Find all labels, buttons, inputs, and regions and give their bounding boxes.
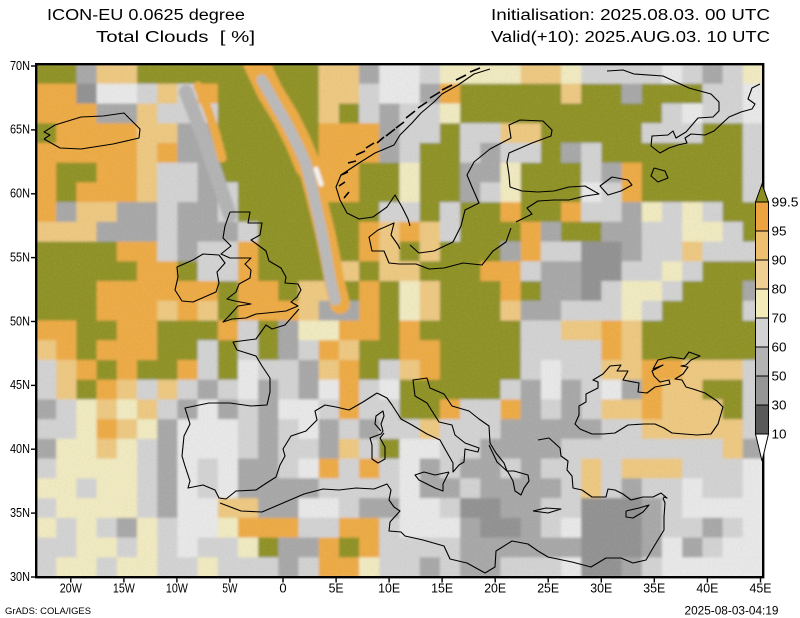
svg-text:45N: 45N: [10, 377, 30, 392]
svg-text:30N: 30N: [10, 569, 30, 584]
svg-text:90: 90: [772, 253, 787, 268]
svg-text:70: 70: [772, 311, 787, 326]
svg-text:35N: 35N: [10, 505, 30, 520]
svg-text:60: 60: [772, 340, 787, 355]
svg-text:45E: 45E: [750, 581, 772, 596]
svg-text:35E: 35E: [643, 581, 665, 596]
svg-text:5E: 5E: [329, 581, 344, 596]
svg-text:15E: 15E: [431, 581, 453, 596]
svg-text:20W: 20W: [60, 581, 83, 596]
svg-text:95: 95: [772, 224, 787, 239]
svg-text:GrADS: COLA/IGES: GrADS: COLA/IGES: [5, 606, 91, 617]
svg-text:10W: 10W: [166, 581, 189, 596]
svg-text:40E: 40E: [696, 581, 718, 596]
svg-text:5W: 5W: [222, 581, 238, 596]
svg-text:80: 80: [772, 282, 787, 297]
svg-text:70N: 70N: [10, 58, 30, 73]
svg-text:15W: 15W: [113, 581, 136, 596]
svg-text:25E: 25E: [537, 581, 559, 596]
svg-text:30E: 30E: [590, 581, 612, 596]
svg-text:Initialisation: 2025.08.03. 00: Initialisation: 2025.08.03. 00 UTC: [491, 7, 770, 24]
svg-text:0: 0: [279, 581, 286, 596]
svg-text:10E: 10E: [378, 581, 400, 596]
svg-text:50: 50: [772, 369, 787, 384]
svg-text:50N: 50N: [10, 313, 30, 328]
svg-text:Valid(+10): 2025.AUG.03. 10 UT: Valid(+10): 2025.AUG.03. 10 UTC: [491, 29, 770, 46]
svg-text:2025-08-03-04:19: 2025-08-03-04:19: [685, 606, 779, 618]
svg-text:60N: 60N: [10, 186, 30, 201]
svg-text:65N: 65N: [10, 122, 30, 137]
svg-text:40N: 40N: [10, 441, 30, 456]
svg-text:20E: 20E: [484, 581, 506, 596]
svg-text:Total Clouds [ %]: Total Clouds [ %]: [96, 29, 255, 46]
svg-text:99.5: 99.5: [772, 195, 799, 210]
svg-text:30: 30: [772, 398, 787, 413]
svg-text:ICON-EU 0.0625 degree: ICON-EU 0.0625 degree: [47, 7, 245, 24]
svg-text:10: 10: [772, 427, 787, 442]
svg-text:55N: 55N: [10, 249, 30, 264]
